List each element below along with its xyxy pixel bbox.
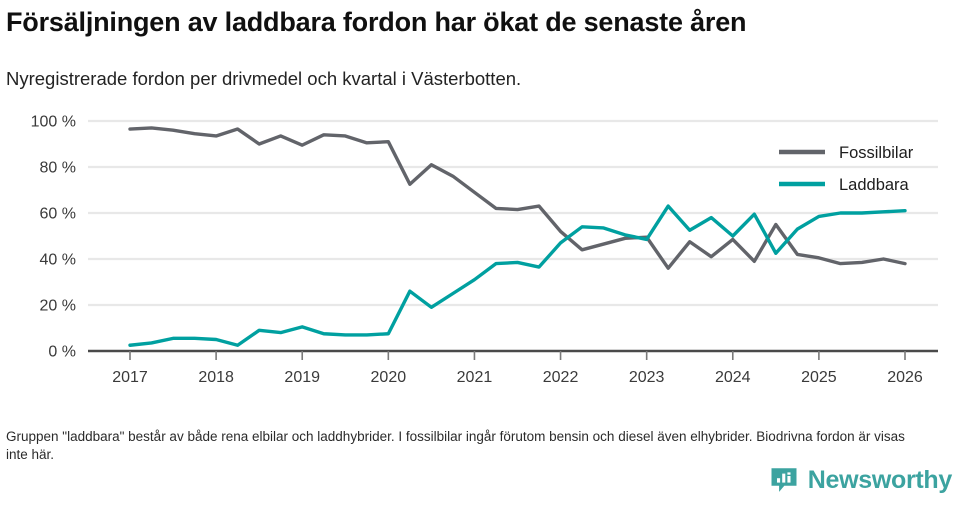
legend-label: Fossilbilar	[839, 144, 914, 162]
series-line-laddbara	[128, 204, 907, 347]
chart-footnote: Gruppen "laddbara" består av både rena e…	[6, 428, 918, 464]
y-axis-tick-label: 0 %	[48, 344, 76, 361]
brand-name: Newsworthy	[807, 465, 953, 494]
chart-subtitle: Nyregistrerade fordon per drivmedel och …	[6, 68, 522, 89]
y-axis-tick-label: 60 %	[40, 206, 76, 223]
series-line-fossilbilar	[128, 126, 907, 270]
y-axis-tick-label: 80 %	[40, 160, 76, 177]
x-axis-tick-label: 2019	[284, 369, 320, 386]
x-axis-tick-label: 2023	[629, 369, 665, 386]
x-axis-tick-label: 2026	[887, 369, 923, 386]
y-axis-tick-label: 40 %	[40, 252, 76, 269]
bar-chart-speech-bubble-icon	[771, 468, 797, 492]
x-axis-tick-label: 2025	[801, 369, 837, 386]
footnote-line-1: Gruppen "laddbara" består av både rena e…	[6, 429, 687, 444]
x-axis-tick-labels: 2017 2018 2019 2020 2021 2022 2023 2024 2025 2026	[112, 369, 923, 386]
x-axis-tick-label: 2020	[371, 369, 407, 386]
footnote-line-2: elhybrider. Biodrivna fordon är visas in…	[6, 429, 905, 462]
y-axis-tick-label: 20 %	[40, 298, 76, 315]
x-axis-tick-label: 2017	[112, 369, 148, 386]
x-axis-tick-label: 2022	[543, 369, 579, 386]
x-axis-ticks	[129, 351, 906, 360]
gridlines	[88, 119, 938, 353]
x-axis-tick-label: 2024	[715, 369, 751, 386]
chart-plot-area: 0 % 20 % 40 % 60 % 80 % 100 % 2017 2018 2019 202…	[0, 105, 960, 400]
x-axis-tick-label: 2021	[457, 369, 493, 386]
data-series-lines	[128, 126, 907, 347]
chart-legend: Fossilbilar Laddbara	[779, 144, 914, 194]
line-chart-svg: 0 % 20 % 40 % 60 % 80 % 100 % 2017 2018 2019 202…	[31, 114, 938, 386]
legend-label: Laddbara	[839, 176, 910, 194]
page-title: Försäljningen av laddbara fordon har öka…	[6, 7, 747, 37]
x-axis-tick-label: 2018	[198, 369, 234, 386]
y-axis-tick-labels: 0 % 20 % 40 % 60 % 80 % 100 %	[31, 114, 76, 361]
brand-logo: Newsworthy	[769, 465, 952, 495]
y-axis-tick-label: 100 %	[31, 114, 76, 131]
